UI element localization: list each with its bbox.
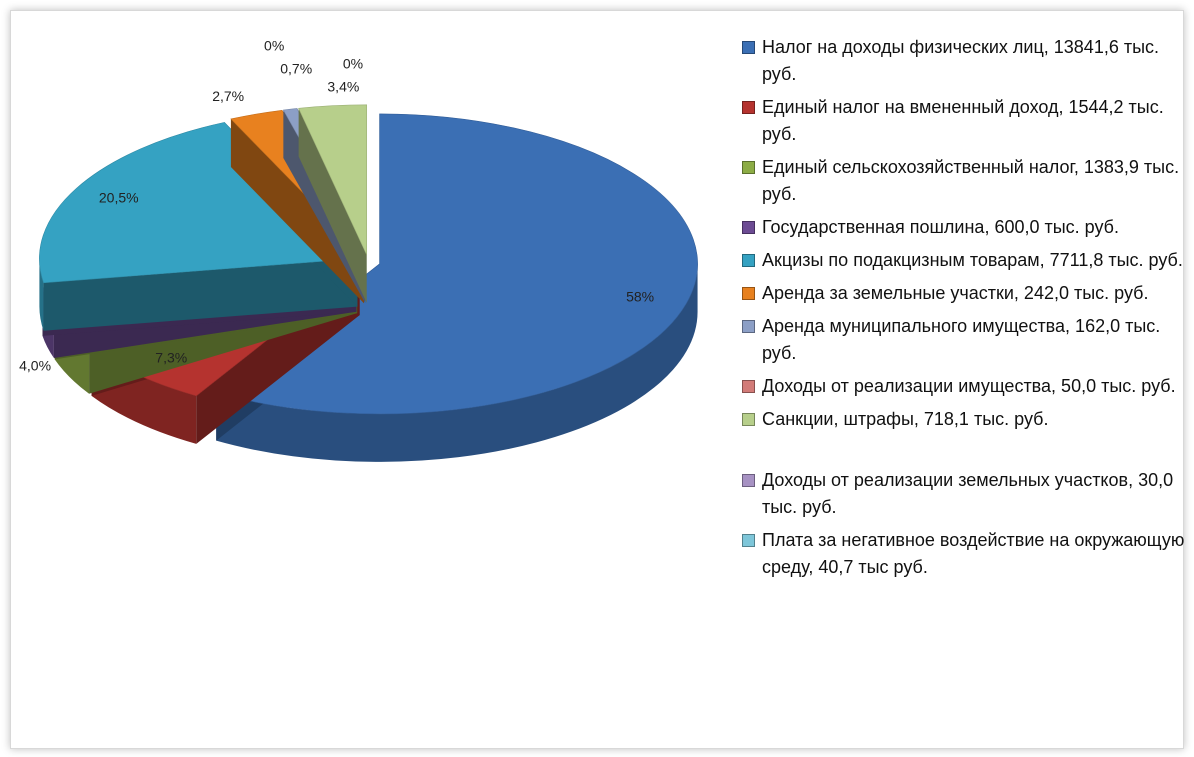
legend-label: Доходы от реализации земельных участков,… [762,470,1174,517]
data-label: 0% [264,38,284,54]
slice [298,104,368,303]
legend: Налог на доходы физических лиц, 13841,6 … [742,34,1187,587]
legend-label: Единый налог на вмененный доход, 1544,2 … [762,97,1164,144]
slice-wall [43,258,358,331]
data-label: 0% [343,56,363,72]
legend-item: Доходы от реализации земельных участков,… [742,467,1187,521]
legend-swatch [742,161,755,174]
chart: 58% 7,3% 4,0% 20,5% 2,7% 0,7% 0% 3,4% 0% [19,38,698,462]
legend-label: Налог на доходы физических лиц, 13841,6 … [762,37,1160,84]
legend-item: Аренда муниципального имущества, 162,0 т… [742,313,1187,367]
legend-swatch [742,41,755,54]
legend-item: Единый сельскохозяйственный налог, 1383,… [742,154,1187,208]
legend-swatch [742,101,755,114]
legend-item: Государственная пошлина, 600,0 тыс. руб. [742,214,1187,241]
legend-label: Аренда за земельные участки, 242,0 тыс. … [762,283,1149,303]
legend-item: Аренда за земельные участки, 242,0 тыс. … [742,280,1187,307]
legend-item: Санкции, штрафы, 718,1 тыс. руб. [742,406,1187,433]
data-label: 0,7% [280,60,312,76]
legend-label: Акцизы по подакцизным товарам, 7711,8 ты… [762,250,1183,270]
slice-top [215,113,698,415]
slice-side [216,263,698,462]
data-label: 20,5% [99,189,139,205]
legend-item: Доходы от реализации имущества, 50,0 тыс… [742,373,1187,400]
data-label: 7,3% [155,349,187,365]
legend-label: Санкции, штрафы, 718,1 тыс. руб. [762,409,1049,429]
slice-top [39,122,359,284]
legend-item: Единый налог на вмененный доход, 1544,2 … [742,94,1187,148]
data-label: 58% [626,289,654,305]
legend-swatch [742,474,755,487]
slice-wall [298,108,367,303]
legend-label: Единый сельскохозяйственный налог, 1383,… [762,157,1180,204]
legend-item: Налог на доходы физических лиц, 13841,6 … [742,34,1187,88]
legend-label: Государственная пошлина, 600,0 тыс. руб. [762,217,1119,237]
legend-label: Плата за негативное воздействие на окруж… [762,530,1185,577]
slice-side [39,258,44,331]
legend-swatch [742,534,755,547]
legend-item: Плата за негативное воздействие на окруж… [742,527,1187,581]
slice-wall [230,118,364,304]
legend-item: Акцизы по подакцизным товарам, 7711,8 ты… [742,247,1187,274]
legend-label: Аренда муниципального имущества, 162,0 т… [762,316,1161,363]
data-label: 4,0% [19,358,51,374]
legend-label: Доходы от реализации имущества, 50,0 тыс… [762,376,1176,396]
legend-swatch [742,287,755,300]
legend-swatch [742,413,755,426]
slice-top [298,104,368,255]
legend-swatch [742,221,755,234]
legend-swatch [742,380,755,393]
data-label: 2,7% [212,88,244,104]
data-label: 3,4% [327,79,359,95]
legend-swatch [742,254,755,267]
legend-swatch [742,320,755,333]
